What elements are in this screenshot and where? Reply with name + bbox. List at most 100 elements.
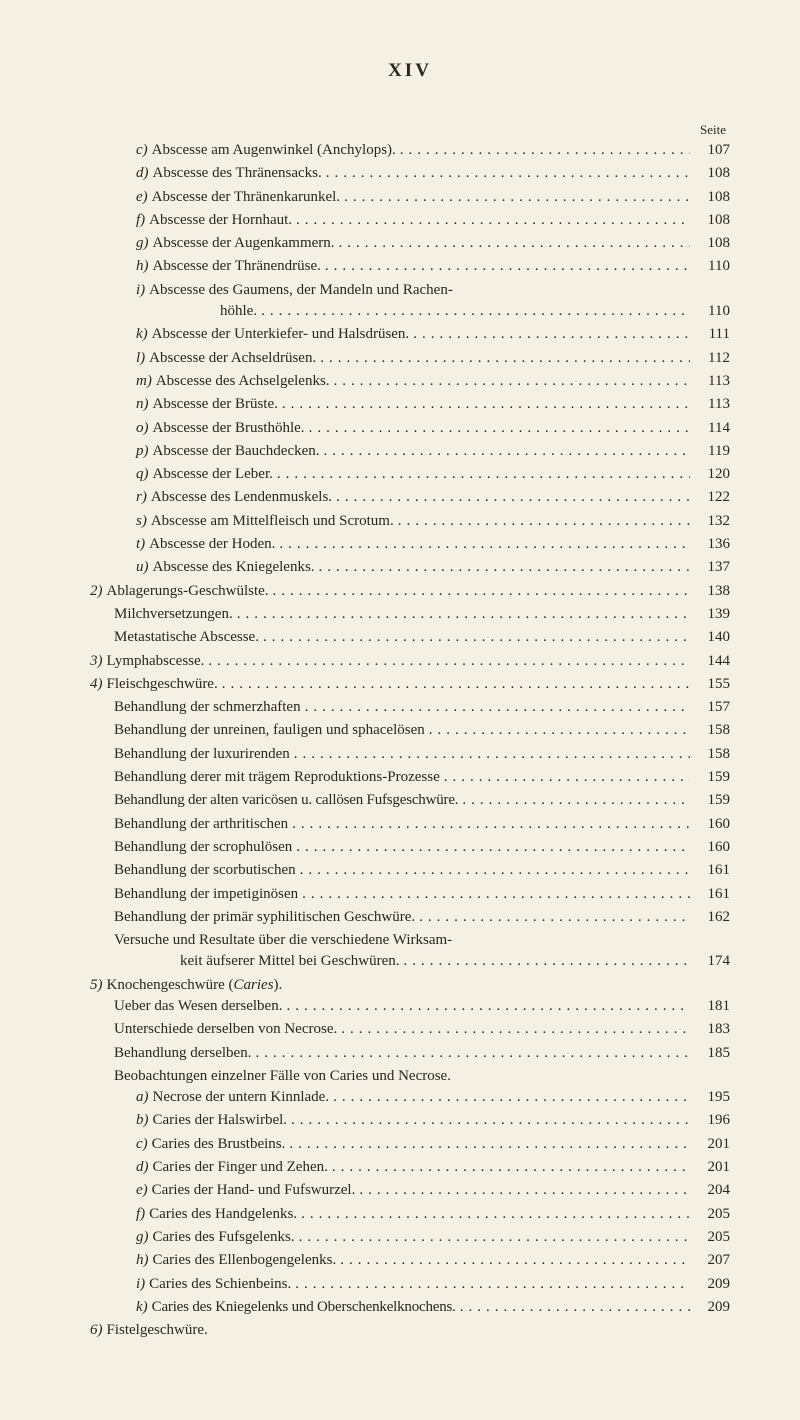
leader-dots: ........................................…: [290, 744, 690, 765]
entry-text: Caries des Brustbeins.: [152, 1134, 286, 1155]
entry-label: k): [136, 1297, 148, 1318]
leader-dots: ........................................…: [409, 324, 690, 345]
entry-page-number: 183: [690, 1019, 730, 1040]
entry-page-number: 136: [690, 534, 730, 555]
leader-dots: ........................................…: [273, 464, 690, 485]
entry-label: o): [136, 418, 149, 439]
leader-dots: ........................................…: [425, 720, 690, 741]
entry-label: 3): [90, 651, 103, 672]
entry-page-number: 108: [690, 233, 730, 254]
toc-entry: c)Abscesse am Augenwinkel (Anchylops)...…: [90, 140, 730, 163]
entry-page-number: 140: [690, 627, 730, 648]
entry-text: Metastatische Abscesse.: [114, 627, 259, 648]
toc-entry: t)Abscesse der Hoden....................…: [90, 534, 730, 557]
leader-dots: ........................................…: [340, 187, 690, 208]
entry-label: d): [136, 1157, 149, 1178]
toc-entry: b)Caries der Halswirbel.................…: [90, 1110, 730, 1133]
entry-text: Abscesse der Leber.: [153, 464, 273, 485]
entry-page-number: 207: [690, 1250, 730, 1271]
toc-entry: Behandlung der unreinen, fauligen und sp…: [90, 720, 730, 743]
page-number-roman: XIV: [90, 60, 730, 82]
toc-entry: i)Caries des Schienbeins................…: [90, 1274, 730, 1297]
entry-page-number: 157: [690, 697, 730, 718]
toc-entry: Behandlung der scrophulösen.............…: [90, 837, 730, 860]
toc-entry: r)Abscesse des Lendenmuskels............…: [90, 487, 730, 510]
entry-label: i): [136, 1274, 145, 1295]
toc-entry: 2)Ablagerungs-Geschwülste...............…: [90, 581, 730, 604]
leader-dots: ........................................…: [305, 418, 690, 439]
toc-entry: k)Caries des Kniegelenks und Oberschenke…: [90, 1297, 730, 1320]
entry-text: Abscesse der Bauchdecken.: [153, 441, 320, 462]
entry-text: Ueber das Wesen derselben.: [114, 996, 282, 1017]
leader-dots: ........................................…: [295, 1227, 690, 1248]
entry-page-number: 108: [690, 163, 730, 184]
entry-label: 5): [90, 975, 103, 996]
leader-dots: ........................................…: [287, 1110, 690, 1131]
entry-label: n): [136, 394, 149, 415]
leader-dots: ........................................…: [296, 860, 690, 881]
toc-entry: m)Abscesse des Achselgelenks............…: [90, 371, 730, 394]
entry-text: Behandlung der arthritischen: [114, 814, 288, 835]
entry-text: Fistelgeschwüre.: [107, 1320, 208, 1341]
entry-page-number: 205: [690, 1227, 730, 1248]
toc-entry: i)Abscesse des Gaumens, der Mandeln und …: [90, 280, 730, 301]
leader-dots: ........................................…: [282, 996, 690, 1017]
toc-entry: h)Caries des Ellenbogengelenks..........…: [90, 1250, 730, 1273]
toc-entry: Behandlung der arthritischen............…: [90, 814, 730, 837]
entry-page-number: 196: [690, 1110, 730, 1131]
toc-body: c)Abscesse am Augenwinkel (Anchylops)...…: [90, 140, 730, 1341]
entry-text: Abscesse der Unterkiefer- und Halsdrüsen…: [152, 324, 410, 345]
entry-page-number: 174: [690, 951, 730, 972]
toc-entry: u)Abscesse des Kniegelenks..............…: [90, 557, 730, 580]
entry-page-number: 113: [690, 371, 730, 392]
entry-text: Abscesse der Augenkammern.: [153, 233, 335, 254]
entry-label: c): [136, 140, 148, 161]
entry-page-number: 201: [690, 1157, 730, 1178]
toc-entry: Beobachtungen einzelner Fälle von Caries…: [90, 1066, 730, 1087]
entry-label: t): [136, 534, 145, 555]
toc-entry: c)Caries des Brustbeins.................…: [90, 1134, 730, 1157]
entry-text: Abscesse des Achselgelenks.: [156, 371, 330, 392]
toc-entry: l)Abscesse der Achseldrüsen.............…: [90, 348, 730, 371]
entry-page-number: 144: [690, 651, 730, 672]
entry-label: p): [136, 441, 149, 462]
entry-label: g): [136, 233, 149, 254]
toc-entry: Behandlung der scorbutischen............…: [90, 860, 730, 883]
leader-dots: ........................................…: [233, 604, 690, 625]
leader-dots: ........................................…: [297, 1204, 690, 1225]
leader-dots: ........................................…: [291, 1274, 690, 1295]
leader-dots: ........................................…: [275, 534, 690, 555]
entry-label: b): [136, 1110, 149, 1131]
entry-page-number: 108: [690, 187, 730, 208]
toc-entry: Versuche und Resultate über die verschie…: [90, 930, 730, 951]
toc-entry: e)Caries der Hand- und Fufswurzel.......…: [90, 1180, 730, 1203]
leader-dots: ........................................…: [329, 1087, 690, 1108]
entry-text: Abscesse am Mittelfleisch und Scrotum.: [151, 511, 394, 532]
toc-entry: f)Abscesse der Hornhaut.................…: [90, 210, 730, 233]
entry-label: 2): [90, 581, 103, 602]
toc-entry: 3)Lymphabscesse.........................…: [90, 651, 730, 674]
leader-dots: ........................................…: [204, 651, 690, 672]
entry-text: Fleischgeschwüre.: [107, 674, 218, 695]
toc-entry: Behandlung der alten varicösen u. callös…: [90, 790, 730, 813]
entry-page-number: 209: [690, 1274, 730, 1295]
entry-label: u): [136, 557, 149, 578]
entry-text: Behandlung der luxurirenden: [114, 744, 290, 765]
toc-entry: Behandlung der primär syphilitischen Ges…: [90, 907, 730, 930]
entry-text: Behandlung der scorbutischen: [114, 860, 296, 881]
entry-page-number: 209: [690, 1297, 730, 1318]
entry-text: Abscesse am Augenwinkel (Anchylops).: [152, 140, 396, 161]
entry-text: Abscesse der Brusthöhle.: [153, 418, 305, 439]
entry-text: Abscesse der Thränenkarunkel.: [152, 187, 340, 208]
entry-text: keit äufserer Mittel bei Geschwüren.: [180, 951, 400, 972]
entry-text: Unterschiede derselben von Necrose.: [114, 1019, 337, 1040]
leader-dots: ........................................…: [298, 884, 690, 905]
toc-entry: Unterschiede derselben von Necrose......…: [90, 1019, 730, 1042]
leader-dots: ........................................…: [394, 511, 690, 532]
leader-dots: ........................................…: [251, 1043, 690, 1064]
entry-page-number: 159: [690, 767, 730, 788]
toc-entry: 4)Fleischgeschwüre......................…: [90, 674, 730, 697]
leader-dots: ........................................…: [321, 256, 690, 277]
toc-entry: f)Caries des Handgelenks................…: [90, 1204, 730, 1227]
entry-text: Necrose der untern Kinnlade.: [153, 1087, 330, 1108]
